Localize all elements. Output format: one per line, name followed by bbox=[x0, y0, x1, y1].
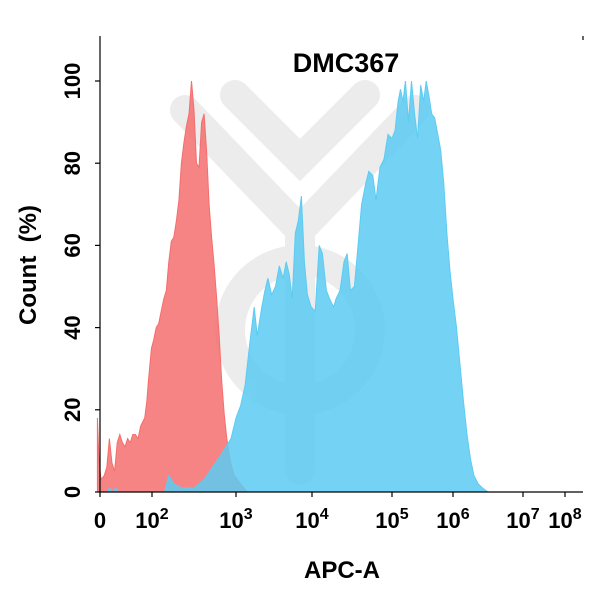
y-axis-title: Count (%) bbox=[15, 205, 42, 325]
x-axis-title: APC-A bbox=[304, 557, 380, 584]
series-layer bbox=[96, 80, 490, 493]
y-tick-label: 60 bbox=[60, 233, 85, 257]
plot-frame bbox=[99, 36, 584, 493]
y-tick-label: 100 bbox=[60, 63, 85, 100]
x-tick-label: 108 bbox=[548, 506, 581, 533]
x-tick-label: 104 bbox=[295, 506, 328, 533]
x-tick-label: 106 bbox=[436, 506, 469, 533]
y-tick-label: 40 bbox=[60, 315, 85, 339]
y-tick-label: 0 bbox=[60, 486, 85, 498]
series-area-2 bbox=[107, 80, 490, 493]
x-tick-label: 105 bbox=[375, 506, 408, 533]
chart-title: DMC367 bbox=[293, 48, 400, 78]
x-tick-label: 103 bbox=[219, 506, 252, 533]
x-tick-label: 102 bbox=[135, 506, 168, 533]
y-tick-label: 20 bbox=[60, 398, 85, 422]
x-tick-label: 0 bbox=[94, 508, 106, 533]
series-area-1 bbox=[96, 80, 249, 493]
y-tick-label: 80 bbox=[60, 151, 85, 175]
x-tick-label: 107 bbox=[506, 506, 539, 533]
tick-layer: 0 20 40 60 80 100 0 102 103 104 105 106 107 108 bbox=[60, 63, 582, 533]
